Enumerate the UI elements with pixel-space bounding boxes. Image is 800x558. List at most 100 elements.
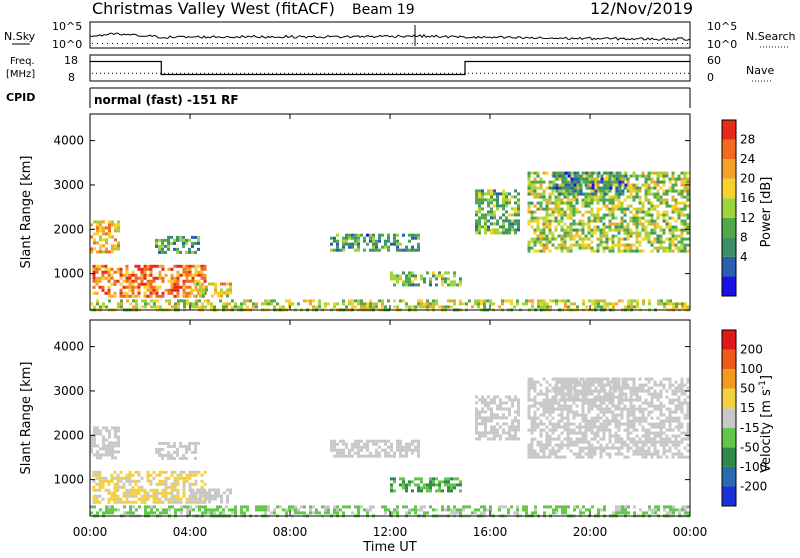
rti-cell	[197, 470, 201, 474]
nave-dot	[532, 72, 533, 74]
rti-cell	[152, 476, 156, 480]
rti-cell	[363, 454, 366, 458]
rti-cell	[438, 480, 441, 484]
rti-cell	[644, 177, 648, 181]
rti-cell	[641, 416, 645, 420]
rti-cell	[357, 236, 360, 240]
nave-dot	[176, 72, 177, 74]
rti-cell	[113, 476, 117, 480]
rti-cell	[665, 225, 669, 229]
rti-cell	[527, 443, 531, 447]
rti-cell	[511, 207, 514, 211]
rti-cell	[490, 401, 493, 405]
rti-cell	[617, 413, 621, 417]
rti-cell	[635, 428, 639, 432]
rti-cell	[663, 508, 666, 512]
rti-cell	[105, 505, 108, 509]
rti-cell	[650, 177, 654, 181]
rti-cell	[164, 238, 167, 242]
rti-cell	[644, 434, 648, 438]
nsearch-dot	[567, 43, 568, 44]
rti-cell	[426, 299, 429, 303]
nsearch-dot	[222, 43, 223, 44]
rti-cell	[605, 213, 609, 217]
rti-cell	[508, 192, 511, 196]
nave-dot	[400, 72, 401, 74]
rti-cell	[164, 273, 168, 277]
rti-cell	[447, 283, 450, 287]
rti-cell	[291, 302, 294, 306]
rti-cell	[588, 383, 592, 387]
rti-cell	[384, 511, 387, 515]
rti-cell	[351, 511, 354, 515]
rti-cell	[273, 299, 276, 303]
rti-cell	[533, 237, 537, 241]
rti-cell	[158, 441, 161, 445]
rti-cell	[113, 488, 117, 492]
rti-cell	[492, 302, 495, 306]
nsearch-dot	[257, 43, 258, 44]
rti-cell	[493, 434, 496, 438]
rti-cell	[582, 380, 586, 384]
rti-cell	[638, 234, 642, 238]
rti-cell	[116, 279, 120, 283]
rti-cell	[636, 302, 639, 306]
rti-cell	[207, 511, 210, 515]
rti-cell	[527, 413, 531, 417]
rti-cell	[164, 441, 167, 445]
rti-cell	[551, 234, 555, 238]
rti-cell	[354, 299, 357, 303]
rti-cell	[677, 401, 681, 405]
rti-cell	[122, 285, 126, 289]
rti-cell	[98, 473, 102, 477]
rti-cell	[493, 222, 496, 226]
rti-cell	[167, 444, 170, 448]
rti-cell	[140, 476, 144, 480]
rti-cell	[104, 276, 108, 280]
rti-cell	[665, 434, 669, 438]
rti-cell	[599, 416, 603, 420]
rti-cell	[605, 416, 609, 420]
rti-cell	[641, 410, 645, 414]
rti-cell	[514, 431, 517, 435]
rti-cell	[511, 213, 514, 217]
rti-cell	[560, 446, 564, 450]
rti-cell	[680, 201, 684, 205]
rti-cell	[561, 508, 564, 512]
rti-cell	[111, 441, 114, 445]
rti-cell	[530, 440, 534, 444]
rti-cell	[653, 380, 657, 384]
rti-cell	[596, 440, 600, 444]
rti-cell	[478, 219, 481, 223]
rti-cell	[429, 277, 432, 281]
rti-cell	[635, 192, 639, 196]
rti-cell	[611, 404, 615, 408]
rti-cell	[608, 180, 612, 184]
rti-cell	[644, 440, 648, 444]
rti-cell	[569, 404, 573, 408]
rti-cell	[530, 192, 534, 196]
rti-cell	[545, 246, 549, 250]
rti-cell	[662, 449, 666, 453]
rti-cell	[620, 440, 624, 444]
rti-cell	[626, 234, 630, 238]
rti-cell	[122, 291, 126, 295]
rti-cell	[566, 428, 570, 432]
rti-cell	[411, 271, 414, 275]
nsearch-dot	[552, 43, 553, 44]
rti-cell	[659, 413, 663, 417]
nsearch-dot	[302, 43, 303, 44]
rti-cell	[566, 249, 570, 253]
rti-cell	[487, 219, 490, 223]
rti-cell	[575, 210, 579, 214]
rti-cell	[641, 401, 645, 405]
rti-cell	[590, 231, 594, 235]
rti-cell	[188, 250, 191, 254]
rti-cell	[635, 386, 639, 390]
rti-cell	[674, 410, 678, 414]
rti-cell	[372, 442, 375, 446]
rti-cell	[414, 448, 417, 452]
rti-cell	[119, 291, 123, 295]
rti-cell	[223, 491, 226, 495]
